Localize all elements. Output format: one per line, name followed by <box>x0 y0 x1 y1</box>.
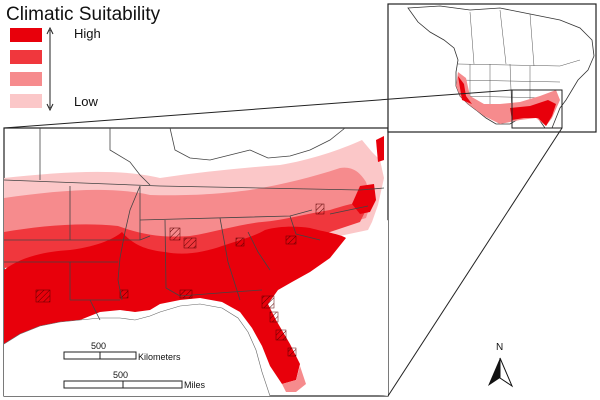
legend-swatch-medium-low <box>10 72 42 86</box>
scale-miles-value: 500 <box>113 370 129 380</box>
inset-map <box>387 3 597 133</box>
suitability-zone-medium-low <box>282 366 306 392</box>
inset-extent-box <box>511 89 563 129</box>
scale-miles-unit: Miles <box>184 380 206 390</box>
hatched-areas <box>35 203 325 357</box>
state-borders <box>3 127 385 321</box>
north-arrow-label: N <box>496 342 504 353</box>
legend-title: Climatic Suitability <box>6 4 161 25</box>
gulf-of-mexico <box>4 304 270 396</box>
legend-low-label: Low <box>74 94 98 109</box>
coastline <box>3 303 271 397</box>
suitability-zone-high <box>4 226 346 384</box>
suitability-zone-high <box>352 184 376 214</box>
scale-bar-miles <box>63 380 183 389</box>
main-map <box>3 127 389 397</box>
suitability-zone-high <box>376 136 384 162</box>
legend-range-arrow <box>46 26 54 112</box>
scale-km-unit: Kilometers <box>138 352 181 362</box>
legend-swatch-medium-high <box>10 50 42 64</box>
scale-km-value: 500 <box>91 341 107 351</box>
legend-swatch-high <box>10 28 42 42</box>
north-arrow-icon <box>488 357 514 388</box>
atlantic-ocean <box>278 220 388 396</box>
inset-suitability-high <box>458 76 472 104</box>
legend-swatch-low <box>10 94 42 108</box>
scale-bar-kilometers <box>63 351 137 360</box>
legend-high-label: High <box>74 26 101 41</box>
legend-swatches <box>10 28 42 108</box>
inset-suitability-high <box>510 100 556 126</box>
inset-connector-lines <box>3 89 563 397</box>
